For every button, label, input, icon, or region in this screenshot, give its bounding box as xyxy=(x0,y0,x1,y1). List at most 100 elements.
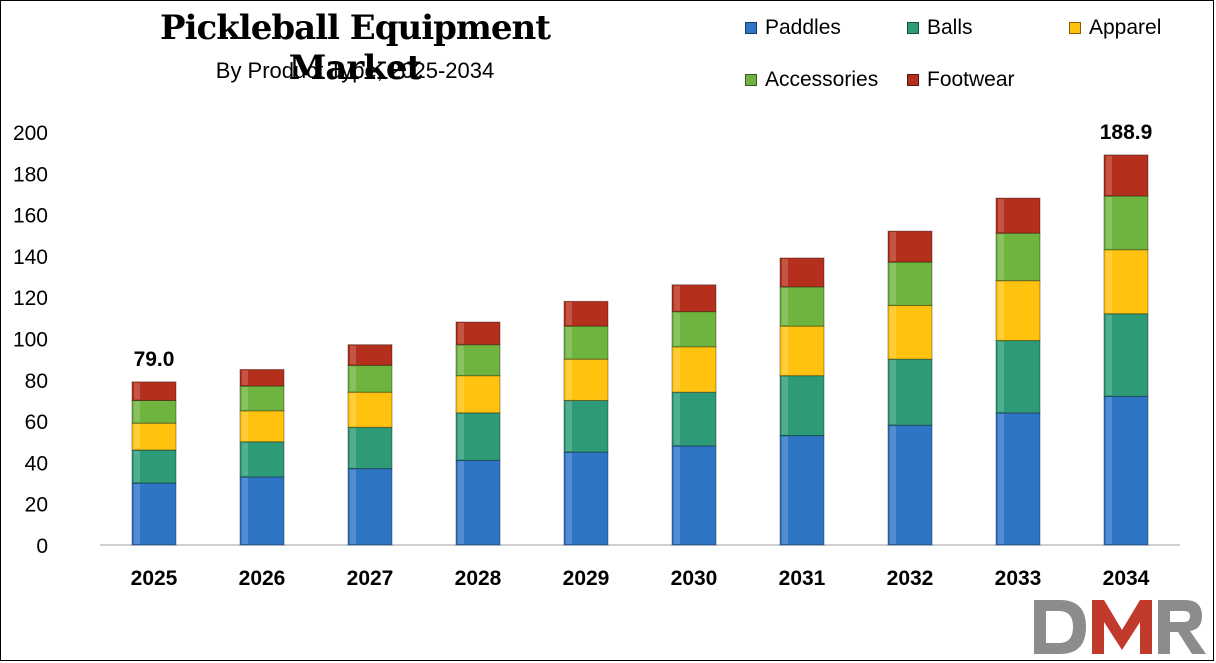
x-tick-label: 2033 xyxy=(995,567,1042,590)
bar-segment-paddles-2033 xyxy=(995,412,1041,546)
bar-segment-accessories-2030 xyxy=(671,311,717,348)
y-tick-label: 20 xyxy=(25,494,48,517)
bar-highlight-accessories-2033 xyxy=(998,234,1004,280)
bar-highlight-apparel-2030 xyxy=(674,347,680,392)
bar-segment-footwear-2026 xyxy=(239,368,285,387)
bar-highlight-accessories-2028 xyxy=(458,345,464,375)
bar-segment-footwear-2032 xyxy=(887,230,933,263)
bar-highlight-balls-2033 xyxy=(998,341,1004,412)
legend-item-paddles: Paddles xyxy=(745,16,841,40)
y-tick-label: 100 xyxy=(13,329,48,352)
bar-highlight-balls-2028 xyxy=(458,413,464,460)
bar-highlight-apparel-2028 xyxy=(458,376,464,412)
bar-highlight-apparel-2027 xyxy=(350,393,356,427)
total-label-2025: 79.0 xyxy=(134,348,175,371)
y-tick-label: 140 xyxy=(13,246,48,269)
bar-highlight-accessories-2025 xyxy=(134,401,140,423)
bar-segment-paddles-2027 xyxy=(347,468,393,546)
chart-subtitle: By Product Type, 2025-2034 xyxy=(215,58,495,83)
bar-segment-balls-2033 xyxy=(995,340,1041,414)
legend-label-apparel: Apparel xyxy=(1089,16,1162,39)
bar-segment-footwear-2030 xyxy=(671,284,717,313)
x-tick-label: 2029 xyxy=(563,567,610,590)
bar-highlight-apparel-2032 xyxy=(890,306,896,359)
bar-highlight-paddles-2033 xyxy=(998,413,1004,544)
bar-highlight-apparel-2033 xyxy=(998,281,1004,340)
bar-highlight-accessories-2032 xyxy=(890,263,896,305)
legend-swatch-apparel xyxy=(1069,22,1081,34)
bar-highlight-footwear-2026 xyxy=(242,370,248,385)
bar-highlight-footwear-2030 xyxy=(674,285,680,311)
bar-highlight-accessories-2034 xyxy=(1106,197,1112,249)
bar-highlight-apparel-2026 xyxy=(242,411,248,441)
bar-segment-footwear-2033 xyxy=(995,197,1041,234)
bar-segment-balls-2031 xyxy=(779,375,825,437)
y-tick-label: 120 xyxy=(13,287,48,310)
x-tick-label: 2025 xyxy=(131,567,178,590)
bar-segment-apparel-2025 xyxy=(131,422,177,451)
bar-highlight-footwear-2032 xyxy=(890,232,896,262)
y-tick-label: 60 xyxy=(25,411,48,434)
bar-segment-accessories-2026 xyxy=(239,385,285,412)
y-tick-label: 0 xyxy=(36,535,48,558)
bar-highlight-balls-2032 xyxy=(890,360,896,425)
bar-segment-accessories-2028 xyxy=(455,344,501,377)
bar-highlight-apparel-2034 xyxy=(1106,250,1112,313)
bar-segment-paddles-2031 xyxy=(779,435,825,546)
bar-segment-paddles-2034 xyxy=(1103,395,1149,546)
dmr-logo xyxy=(1034,600,1206,654)
bar-highlight-footwear-2033 xyxy=(998,199,1004,233)
bar-segment-accessories-2033 xyxy=(995,232,1041,282)
bar-segment-accessories-2029 xyxy=(563,325,609,360)
total-label-2034: 188.9 xyxy=(1100,121,1153,144)
bar-highlight-paddles-2025 xyxy=(134,484,140,544)
bar-highlight-balls-2025 xyxy=(134,451,140,483)
bar-highlight-apparel-2029 xyxy=(566,360,572,400)
legend-label-paddles: Paddles xyxy=(765,16,841,39)
x-tick-label: 2026 xyxy=(239,567,286,590)
bar-segment-apparel-2031 xyxy=(779,325,825,377)
legend-label-footwear: Footwear xyxy=(927,68,1015,91)
bar-highlight-paddles-2026 xyxy=(242,477,248,544)
bar-highlight-accessories-2027 xyxy=(350,366,356,392)
bar-segment-balls-2030 xyxy=(671,391,717,447)
bar-highlight-accessories-2030 xyxy=(674,312,680,346)
bar-highlight-footwear-2027 xyxy=(350,345,356,365)
bar-segment-apparel-2029 xyxy=(563,358,609,401)
bar-segment-paddles-2028 xyxy=(455,459,501,546)
bar-highlight-accessories-2029 xyxy=(566,327,572,359)
bar-highlight-paddles-2028 xyxy=(458,461,464,544)
bar-highlight-apparel-2031 xyxy=(782,327,788,375)
bar-segment-footwear-2034 xyxy=(1103,154,1149,197)
bar-highlight-balls-2030 xyxy=(674,393,680,445)
bar-highlight-footwear-2028 xyxy=(458,322,464,344)
bar-segment-paddles-2029 xyxy=(563,451,609,546)
chart-title: Pickleball Equipment Market xyxy=(160,8,551,88)
x-tick-label: 2028 xyxy=(455,567,502,590)
bar-highlight-paddles-2034 xyxy=(1106,397,1112,544)
bar-segment-apparel-2026 xyxy=(239,410,285,443)
legend-label-accessories: Accessories xyxy=(765,68,879,91)
legend-swatch-footwear xyxy=(907,74,919,86)
x-tick-label: 2034 xyxy=(1103,567,1150,590)
bar-highlight-balls-2029 xyxy=(566,401,572,452)
bar-segment-paddles-2030 xyxy=(671,445,717,546)
bar-segment-footwear-2027 xyxy=(347,344,393,366)
x-tick-label: 2031 xyxy=(779,567,826,590)
bar-highlight-footwear-2031 xyxy=(782,258,788,286)
bar-segment-footwear-2025 xyxy=(131,381,177,401)
legend-item-balls: Balls xyxy=(907,16,973,40)
bar-segment-footwear-2028 xyxy=(455,321,501,346)
bar-highlight-balls-2026 xyxy=(242,442,248,476)
bar-highlight-footwear-2034 xyxy=(1106,155,1112,196)
bar-segment-apparel-2028 xyxy=(455,375,501,414)
legend-item-accessories: Accessories xyxy=(745,68,878,92)
bar-highlight-paddles-2032 xyxy=(890,426,896,544)
bar-highlight-paddles-2030 xyxy=(674,446,680,544)
y-tick-label: 40 xyxy=(25,452,48,475)
bar-segment-footwear-2029 xyxy=(563,300,609,327)
bar-highlight-accessories-2026 xyxy=(242,386,248,410)
y-tick-label: 160 xyxy=(13,205,48,228)
bar-segment-paddles-2032 xyxy=(887,424,933,546)
